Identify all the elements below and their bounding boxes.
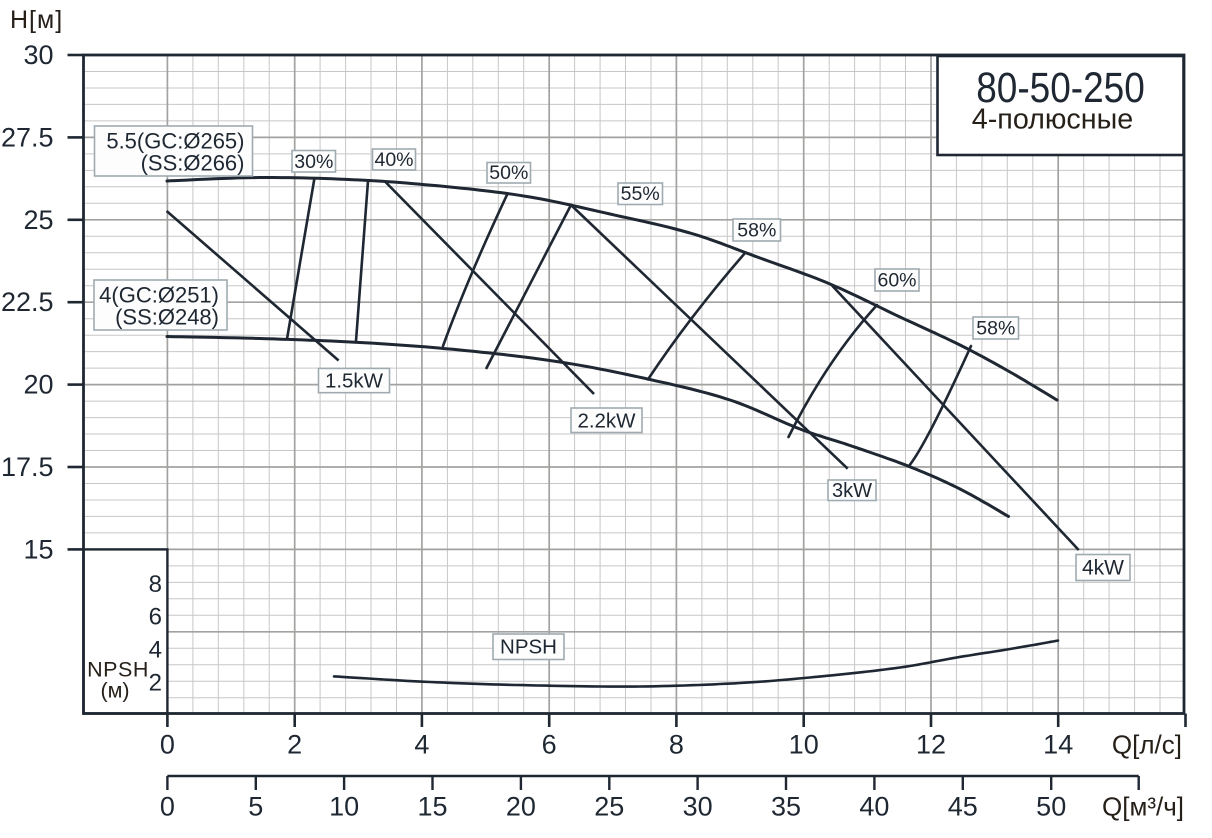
svg-text:0: 0 <box>160 730 175 760</box>
svg-text:25: 25 <box>594 792 624 822</box>
svg-text:17.5: 17.5 <box>1 452 54 482</box>
svg-text:5.5(GC:Ø265): 5.5(GC:Ø265) <box>106 129 244 154</box>
svg-text:8: 8 <box>669 730 684 760</box>
svg-text:14: 14 <box>1043 730 1073 760</box>
svg-text:50%: 50% <box>489 162 528 184</box>
svg-text:H[м]: H[м] <box>10 6 63 34</box>
svg-text:10: 10 <box>329 792 359 822</box>
svg-text:(SS:Ø248): (SS:Ø248) <box>115 305 219 330</box>
svg-text:1.5kW: 1.5kW <box>325 370 384 393</box>
svg-text:50: 50 <box>1036 792 1066 822</box>
svg-text:6: 6 <box>149 604 162 631</box>
svg-text:80-50-250: 80-50-250 <box>976 64 1145 111</box>
svg-text:10: 10 <box>789 730 819 760</box>
svg-text:12: 12 <box>916 730 946 760</box>
svg-text:NPSH: NPSH <box>500 636 557 659</box>
svg-text:25: 25 <box>23 205 53 235</box>
svg-text:2: 2 <box>149 670 162 697</box>
svg-text:30: 30 <box>683 792 713 822</box>
svg-text:58%: 58% <box>976 318 1015 340</box>
svg-text:3kW: 3kW <box>832 480 872 502</box>
svg-text:(м): (м) <box>100 679 129 703</box>
svg-text:15: 15 <box>23 534 53 564</box>
svg-text:NPSH: NPSH <box>87 658 149 682</box>
svg-text:15: 15 <box>417 792 447 822</box>
svg-text:4: 4 <box>414 730 429 760</box>
svg-text:8: 8 <box>149 571 162 598</box>
svg-text:30: 30 <box>23 40 53 70</box>
svg-text:Q[л/с]: Q[л/с] <box>1112 730 1182 760</box>
svg-text:27.5: 27.5 <box>1 122 54 152</box>
svg-text:2.2kW: 2.2kW <box>577 409 636 432</box>
svg-text:35: 35 <box>771 792 801 822</box>
svg-text:Q[м³/ч]: Q[м³/ч] <box>1102 792 1184 822</box>
svg-text:55%: 55% <box>621 183 660 205</box>
svg-text:0: 0 <box>160 792 175 822</box>
svg-text:30%: 30% <box>294 151 333 173</box>
svg-text:4-полюсные: 4-полюсные <box>972 103 1133 135</box>
svg-text:45: 45 <box>948 792 978 822</box>
svg-text:6: 6 <box>542 730 557 760</box>
svg-text:60%: 60% <box>877 270 916 292</box>
svg-text:4: 4 <box>149 637 162 664</box>
svg-text:20: 20 <box>506 792 536 822</box>
svg-text:20: 20 <box>23 370 53 400</box>
svg-text:2: 2 <box>287 730 302 760</box>
svg-text:40: 40 <box>859 792 889 822</box>
svg-text:(SS:Ø266): (SS:Ø266) <box>141 151 245 176</box>
svg-text:5: 5 <box>248 792 263 822</box>
svg-text:4(GC:Ø251): 4(GC:Ø251) <box>99 283 219 308</box>
svg-text:58%: 58% <box>737 220 776 242</box>
svg-text:40%: 40% <box>374 149 413 171</box>
svg-text:4kW: 4kW <box>1082 557 1124 580</box>
svg-text:22.5: 22.5 <box>1 287 54 317</box>
